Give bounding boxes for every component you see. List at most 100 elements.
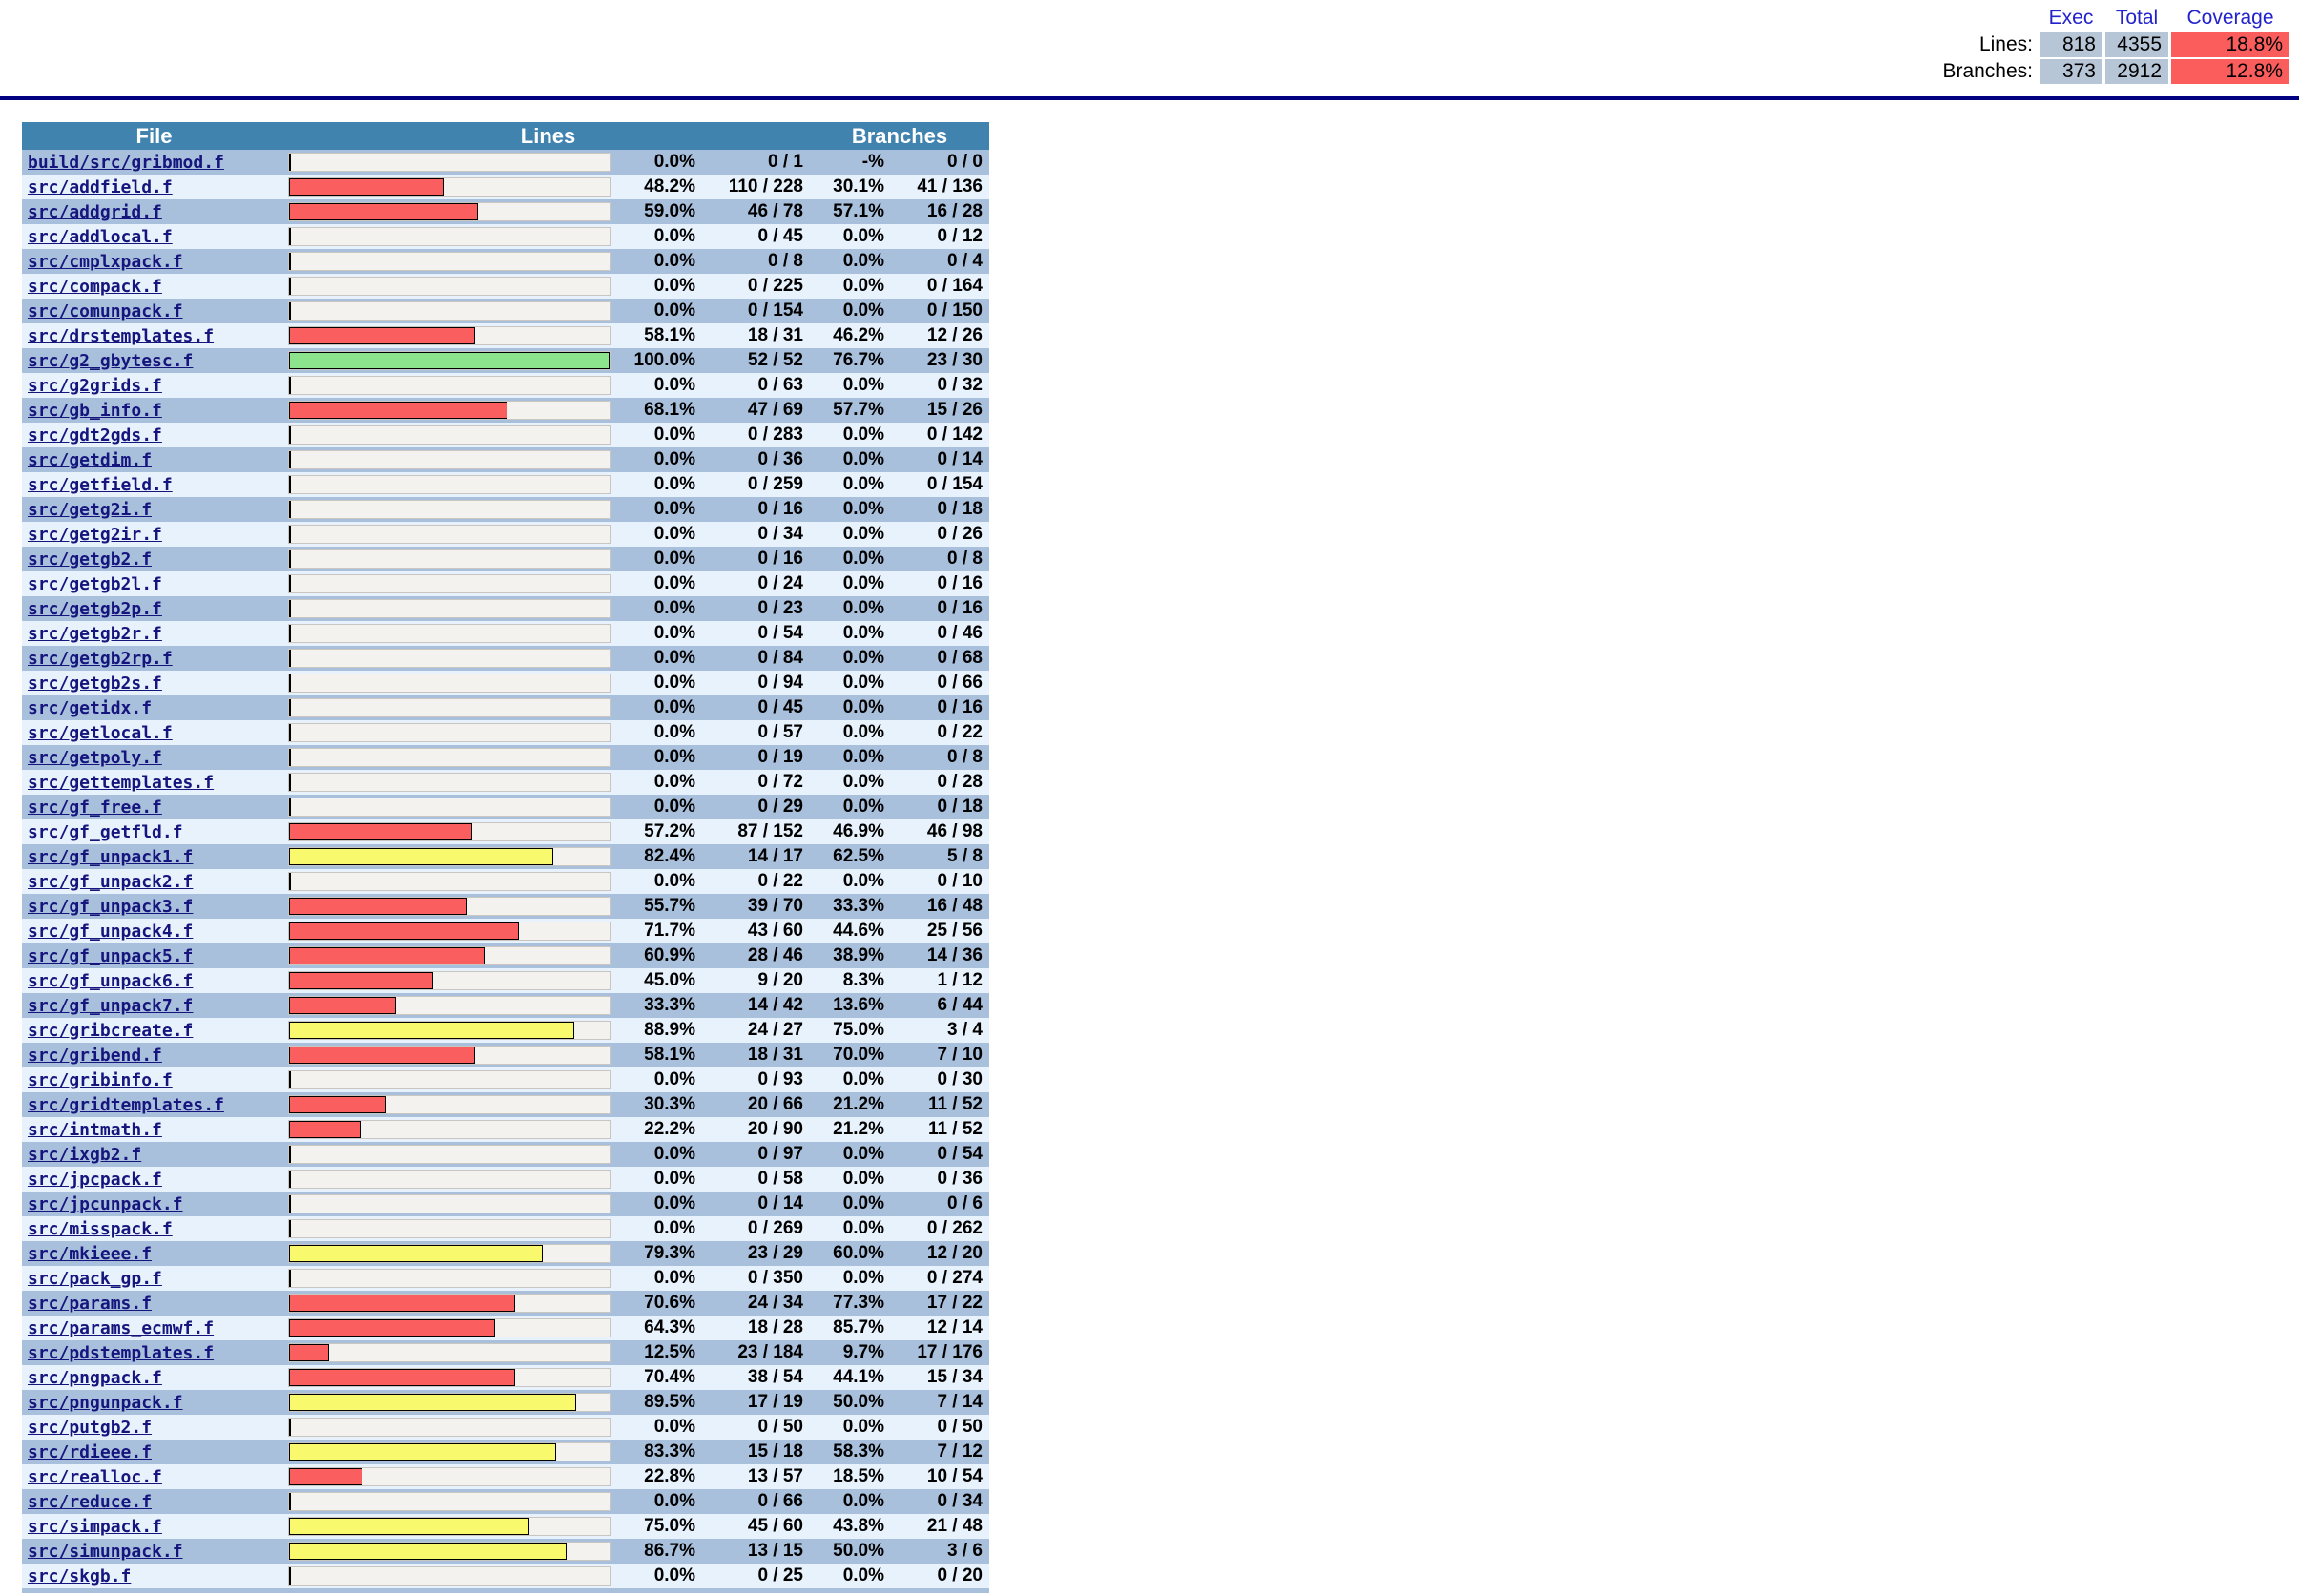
file-link[interactable]: src/pack_gp.f xyxy=(28,1268,162,1289)
file-link[interactable]: src/ixgb2.f xyxy=(28,1144,142,1165)
file-link[interactable]: src/addfield.f xyxy=(28,176,173,197)
file-link[interactable]: src/gf_unpack7.f xyxy=(28,995,194,1016)
file-link[interactable]: src/getfield.f xyxy=(28,474,173,495)
branches-pct-cell: 0.0% xyxy=(842,425,884,445)
file-link[interactable]: build/src/gribmod.f xyxy=(28,152,224,173)
file-link[interactable]: src/addlocal.f xyxy=(28,226,173,247)
file-link[interactable]: src/intmath.f xyxy=(28,1119,162,1140)
lines-bar-cell xyxy=(286,1266,614,1291)
table-row: src/putgb2.f 0.0% 0 / 50 0.0% 0 / 50 xyxy=(22,1415,989,1440)
file-link[interactable]: src/pngpack.f xyxy=(28,1367,162,1388)
file-link[interactable]: src/getgb2s.f xyxy=(28,673,162,694)
file-link[interactable]: src/jpcpack.f xyxy=(28,1169,162,1190)
table-row: src/getg2ir.f 0.0% 0 / 34 0.0% 0 / 26 xyxy=(22,522,989,547)
file-link[interactable]: src/gf_free.f xyxy=(28,797,162,818)
file-link[interactable]: src/simpack.f xyxy=(28,1516,162,1537)
branches-ratio-cell: 17 / 22 xyxy=(926,1293,983,1313)
file-link[interactable]: src/jpcunpack.f xyxy=(28,1193,183,1214)
file-link[interactable]: src/misspack.f xyxy=(28,1218,173,1239)
lines-ratio-cell: 0 / 1 xyxy=(768,152,803,172)
file-link[interactable]: src/gridtemplates.f xyxy=(28,1094,224,1115)
lines-bar-cell xyxy=(286,869,614,894)
coverage-bar xyxy=(288,153,611,172)
lines-ratio-cell: 13 / 57 xyxy=(747,1466,803,1486)
lines-ratio-cell: 0 / 54 xyxy=(757,623,803,643)
file-link[interactable]: src/pdstemplates.f xyxy=(28,1342,215,1363)
file-link[interactable]: src/getgb2.f xyxy=(28,549,153,570)
file-link[interactable]: src/realloc.f xyxy=(28,1466,162,1487)
lines-bar-cell xyxy=(286,671,614,695)
coverage-bar-fill xyxy=(289,1195,291,1213)
lines-pct-cell: 64.3% xyxy=(644,1317,695,1337)
file-link[interactable]: src/simunpack.f xyxy=(28,1541,183,1562)
branches-ratio-cell: 0 / 18 xyxy=(937,499,983,519)
branches-ratio-cell: 7 / 14 xyxy=(937,1392,983,1412)
branches-ratio-cell: 12 / 26 xyxy=(926,325,983,345)
file-link[interactable]: src/getgb2l.f xyxy=(28,573,162,594)
branches-ratio-cell: 0 / 262 xyxy=(926,1218,983,1238)
file-link[interactable]: src/pngunpack.f xyxy=(28,1392,183,1413)
coverage-bar-fill xyxy=(289,947,485,964)
file-link[interactable]: src/putgb2.f xyxy=(28,1417,153,1438)
file-link[interactable]: src/rdieee.f xyxy=(28,1441,153,1462)
file-link[interactable]: src/gf_unpack3.f xyxy=(28,896,194,917)
file-link[interactable]: src/getpoly.f xyxy=(28,747,162,768)
file-link[interactable]: src/drstemplates.f xyxy=(28,325,215,346)
table-row: src/rdieee.f 83.3% 15 / 18 58.3% 7 / 12 xyxy=(22,1440,989,1464)
file-link[interactable]: src/params_ecmwf.f xyxy=(28,1317,215,1338)
lines-bar-cell xyxy=(286,348,614,373)
file-link[interactable]: src/getgb2p.f xyxy=(28,598,162,619)
file-link[interactable]: src/cmplxpack.f xyxy=(28,251,183,272)
lines-bar-cell xyxy=(286,571,614,596)
summary-lines-total: 4355 xyxy=(2105,32,2168,57)
file-link[interactable]: src/gribinfo.f xyxy=(28,1069,173,1090)
file-link[interactable]: src/getlocal.f xyxy=(28,722,173,743)
file-link[interactable]: src/mkieee.f xyxy=(28,1243,153,1264)
coverage-bar-fill xyxy=(289,922,519,940)
lines-ratio-cell: 14 / 42 xyxy=(747,995,803,1015)
coverage-bar-fill xyxy=(289,154,291,171)
file-link[interactable]: src/gb_info.f xyxy=(28,400,162,421)
coverage-bar-fill xyxy=(289,575,291,592)
file-link[interactable]: src/addgrid.f xyxy=(28,201,162,222)
file-link[interactable]: src/getg2i.f xyxy=(28,499,153,520)
table-row: src/getgb2rp.f 0.0% 0 / 84 0.0% 0 / 68 xyxy=(22,646,989,671)
file-link[interactable]: src/params.f xyxy=(28,1293,153,1314)
file-link[interactable]: src/gf_unpack6.f xyxy=(28,970,194,991)
file-link[interactable]: src/comunpack.f xyxy=(28,301,183,321)
file-link[interactable]: src/skgb.f xyxy=(28,1565,132,1586)
branches-pct-cell: 0.0% xyxy=(842,673,884,693)
file-link[interactable]: src/compack.f xyxy=(28,276,162,297)
lines-bar-cell xyxy=(286,1415,614,1440)
branches-ratio-cell: 0 / 54 xyxy=(937,1144,983,1164)
branches-ratio-cell: 0 / 12 xyxy=(937,226,983,246)
file-link[interactable]: src/gribcreate.f xyxy=(28,1020,194,1041)
file-link[interactable]: src/gf_unpack4.f xyxy=(28,921,194,942)
file-link[interactable]: src/reduce.f xyxy=(28,1491,153,1512)
file-link[interactable]: src/gdt2gds.f xyxy=(28,425,162,446)
coverage-bar xyxy=(288,301,611,321)
file-link[interactable]: src/g2_gbytesc.f xyxy=(28,350,194,371)
file-link[interactable]: src/getdim.f xyxy=(28,449,153,470)
lines-pct-cell: 0.0% xyxy=(653,722,695,742)
lines-bar-cell xyxy=(286,919,614,943)
file-link[interactable]: src/gettemplates.f xyxy=(28,772,215,793)
lines-ratio-cell: 87 / 152 xyxy=(737,821,803,841)
file-link[interactable]: src/gf_unpack1.f xyxy=(28,846,194,867)
file-link[interactable]: src/gf_unpack5.f xyxy=(28,945,194,966)
file-link[interactable]: src/getidx.f xyxy=(28,697,153,718)
table-row: src/pdstemplates.f 12.5% 23 / 184 9.7% 1… xyxy=(22,1340,989,1365)
file-link[interactable]: src/getgb2rp.f xyxy=(28,648,173,669)
file-link[interactable]: src/gf_unpack2.f xyxy=(28,871,194,892)
file-link[interactable]: src/g2grids.f xyxy=(28,375,162,396)
column-header-file: File xyxy=(22,122,286,150)
coverage-bar xyxy=(288,549,611,569)
lines-bar-cell xyxy=(286,1092,614,1117)
lines-pct-cell: 58.1% xyxy=(644,1045,695,1065)
file-link[interactable]: src/gf_getfld.f xyxy=(28,821,183,842)
coverage-bar xyxy=(288,1046,611,1065)
file-link[interactable]: src/getg2ir.f xyxy=(28,524,162,545)
coverage-bar xyxy=(288,525,611,544)
file-link[interactable]: src/getgb2r.f xyxy=(28,623,162,644)
file-link[interactable]: src/gribend.f xyxy=(28,1045,162,1066)
